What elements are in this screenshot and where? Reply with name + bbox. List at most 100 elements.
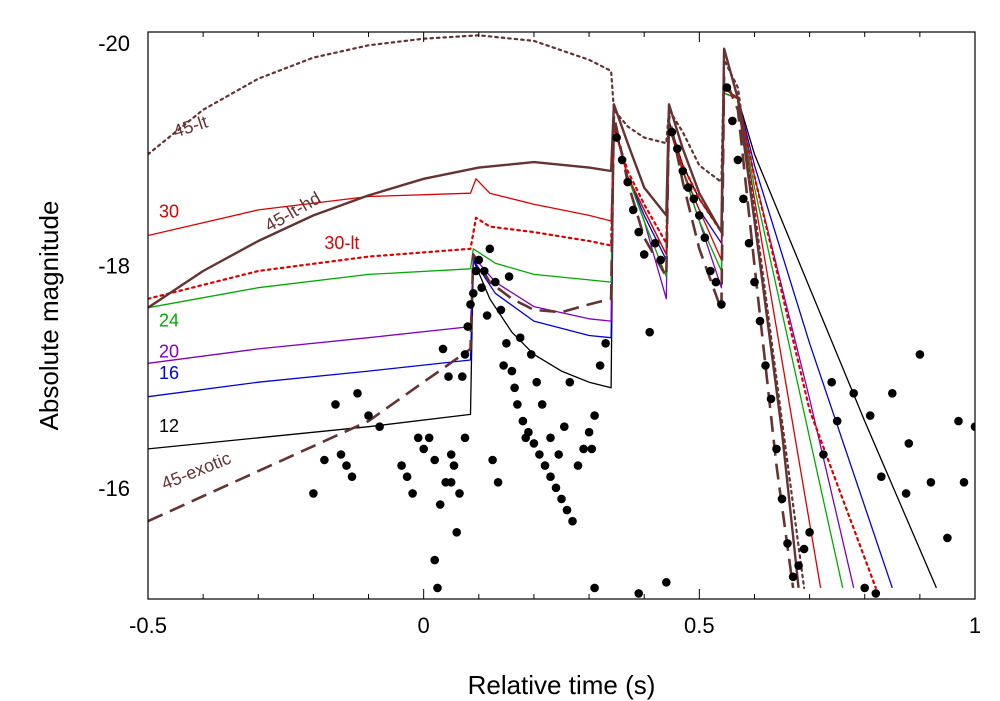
observation-point [502,339,511,348]
observation-point [777,494,787,504]
observation-point [449,461,459,470]
observations-layer [309,83,975,598]
observation-point [888,389,897,398]
observation-point [849,389,858,398]
observation-point [579,444,588,454]
observation-point [474,255,484,265]
observation-point [728,116,737,126]
observation-point [628,205,638,215]
observation-point [954,416,963,426]
observation-point [540,461,550,470]
observation-point [469,289,478,298]
observation-point [662,578,671,587]
observation-point [529,439,539,448]
observation-point [455,489,464,498]
y-tick-label: -16 [98,476,130,501]
observation-point [438,344,448,354]
observation-point [794,561,803,570]
observation-point [408,489,417,498]
observation-point [482,311,492,320]
observation-point [650,238,660,248]
series-line-45-lt-hd [148,47,800,589]
observation-point [970,422,975,431]
observation-point [750,277,759,287]
observation-point [601,339,610,348]
observation-point [488,455,497,465]
observation-point [678,166,688,176]
observation-point [375,422,384,432]
observation-point [557,494,566,504]
observation-point [590,583,599,593]
observation-point [336,450,346,459]
observation-point [673,144,682,153]
observation-point [521,433,530,443]
observation-point [827,377,836,387]
observation-point [460,433,470,443]
observation-point [342,461,351,470]
observation-point [943,533,952,543]
y-tick-label: -20 [98,31,130,56]
observation-point [353,389,362,398]
observation-point [717,300,726,309]
observation-point [515,333,525,343]
series-label-30: 30 [159,202,179,222]
observation-point [430,555,440,565]
plot-frame [147,31,976,600]
observation-point [590,411,599,420]
observation-point [446,478,456,487]
y-axis-ticks: -20 -18 -16 [98,31,130,501]
observation-point [413,433,423,443]
observation-point [480,266,489,276]
observation-point [761,361,770,370]
observation-point [562,505,572,515]
observation-point [865,411,875,420]
observation-point [458,372,467,381]
observation-point [466,300,475,309]
y-axis-title: Absolute magnitude [34,201,64,431]
observation-point [331,400,340,409]
observation-point [537,400,547,409]
observation-point [805,528,814,537]
observation-point [499,361,508,370]
observation-point [612,133,621,142]
observation-point [463,322,473,331]
observation-point [560,422,569,432]
observation-point [507,366,517,376]
observation-point [444,372,453,381]
observation-point [546,433,555,443]
observation-point [645,327,654,337]
y-tick-label: -18 [98,253,130,278]
observation-point [744,238,754,248]
observation-point [689,194,699,204]
series-label-20: 20 [159,342,179,362]
observation-point [551,483,561,493]
observation-point [634,589,643,598]
observation-point [595,361,605,370]
observation-point [424,433,434,443]
observation-point [783,539,792,548]
observation-point [565,377,575,387]
observation-point [739,194,748,204]
observation-point [684,183,693,192]
observation-point [510,383,519,393]
series-label-16: 16 [159,363,179,383]
observation-point [419,444,429,454]
observation-point [860,583,869,593]
observation-point [535,450,544,459]
observation-point [772,444,781,454]
observation-point [711,277,721,287]
observation-point [766,394,776,404]
observation-point [364,411,373,420]
observation-point [568,516,577,526]
observation-point [496,305,506,315]
observation-point [877,472,886,482]
series-label-12: 12 [159,416,179,436]
observation-point [706,266,715,276]
observation-point [554,450,563,459]
observation-point [518,416,528,426]
observation-point [901,489,911,498]
observation-point [446,450,456,459]
x-axis-title: Relative time (s) [468,670,656,700]
